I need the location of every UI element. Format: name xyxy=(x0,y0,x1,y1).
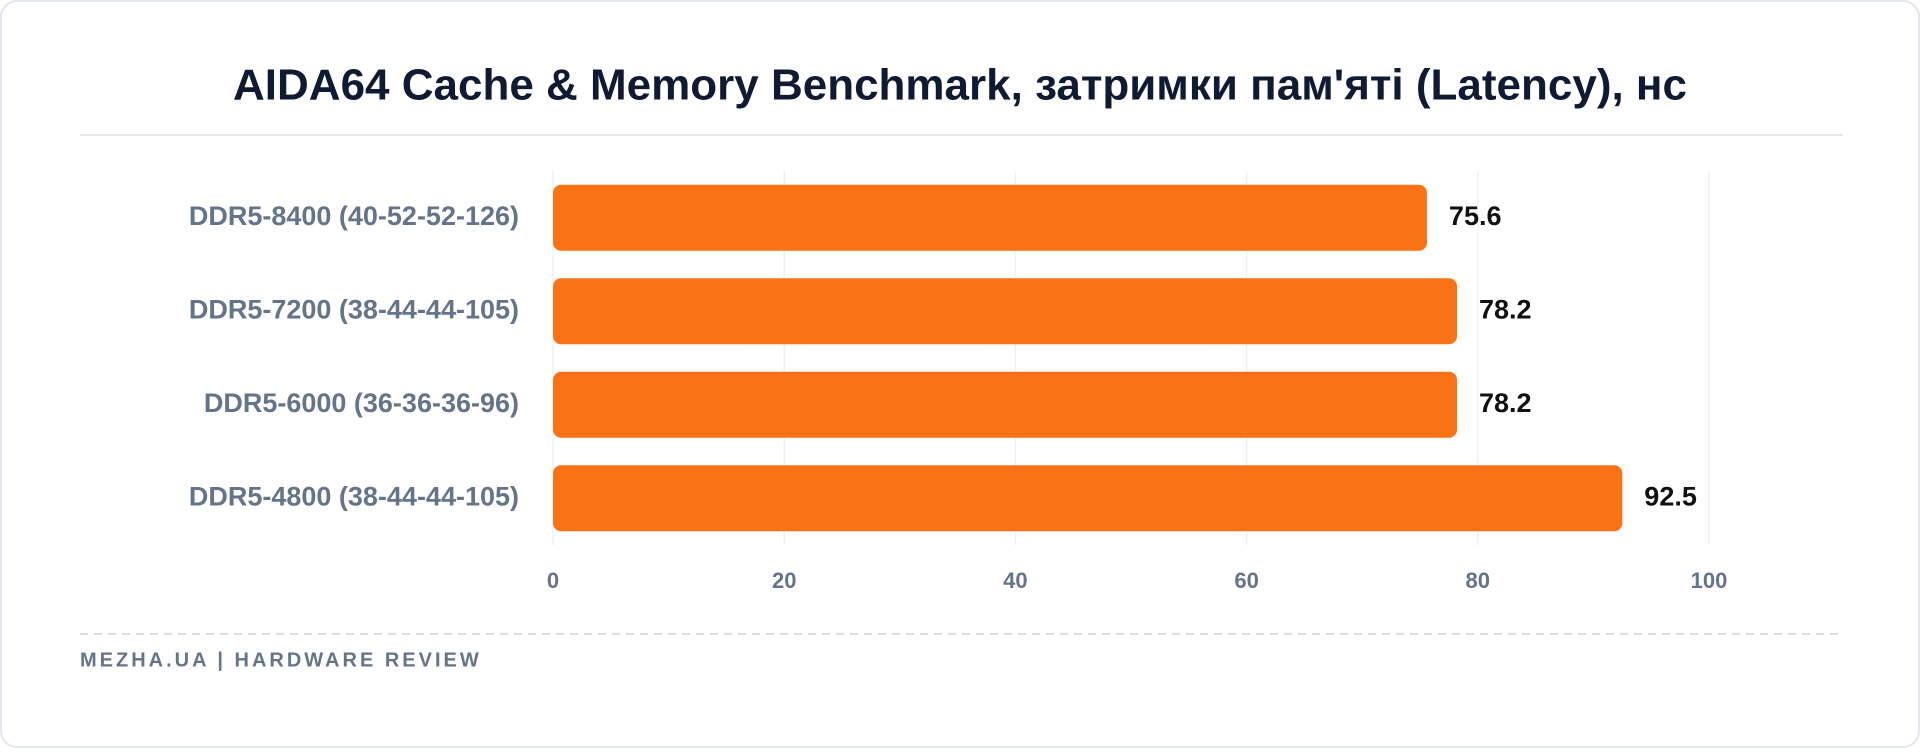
x-tick-label: 40 xyxy=(1003,568,1027,593)
value-label: 75.6 xyxy=(1449,201,1502,231)
y-tick-label: DDR5-4800 (38-44-44-105) xyxy=(189,481,519,511)
chart-title: AIDA64 Cache & Memory Benchmark, затримк… xyxy=(233,61,1687,110)
x-tick-label: 0 xyxy=(547,568,559,593)
value-label: 92.5 xyxy=(1644,481,1697,511)
value-label: 78.2 xyxy=(1479,388,1532,418)
x-tick-label: 80 xyxy=(1466,568,1490,593)
bar xyxy=(553,371,1457,438)
y-tick-label: DDR5-6000 (36-36-36-96) xyxy=(204,388,519,418)
x-tick-label: 100 xyxy=(1691,568,1728,593)
bar xyxy=(553,184,1427,251)
bar xyxy=(553,465,1623,532)
source: MEZHA.UA | HARDWARE REVIEW xyxy=(80,649,482,671)
value-label: 78.2 xyxy=(1479,294,1532,324)
bar xyxy=(553,278,1457,345)
y-tick-label: DDR5-8400 (40-52-52-126) xyxy=(189,201,519,231)
x-tick-label: 60 xyxy=(1234,568,1258,593)
x-tick-label: 20 xyxy=(772,568,796,593)
y-tick-label: DDR5-7200 (38-44-44-105) xyxy=(189,294,519,324)
